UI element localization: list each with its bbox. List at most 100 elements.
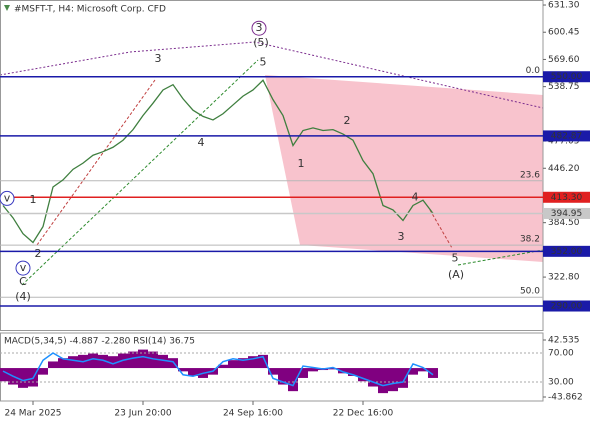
wave-label: 2 <box>344 114 351 127</box>
macd-bar <box>98 354 108 369</box>
y-tick-label: 384.50 <box>548 218 580 228</box>
macd-bar <box>18 368 28 388</box>
macd-bar <box>38 368 48 375</box>
y-tick-label: -43.862 <box>548 392 583 402</box>
wave-label: 2 <box>35 247 42 260</box>
macd-bar <box>168 358 178 369</box>
macd-bar <box>398 368 408 388</box>
fib-label: 50.0 <box>520 287 540 297</box>
x-tick-label: 22 Dec 16:00 <box>333 409 394 419</box>
rsi-line <box>2 352 434 387</box>
macd-bar <box>108 356 118 369</box>
wave-circle <box>15 260 31 276</box>
fib-label: 0.0 <box>526 66 541 76</box>
x-tick-label: 24 Sep 16:00 <box>223 409 283 419</box>
level-box <box>543 130 590 142</box>
y-tick-label: 631.30 <box>548 1 580 11</box>
price-line <box>2 79 434 244</box>
macd-bar <box>368 368 378 387</box>
wave-label: 3 <box>398 230 405 243</box>
macd-bar <box>128 351 138 369</box>
wave-label: (4) <box>15 290 31 303</box>
macd-bar <box>68 356 78 369</box>
wave-line <box>457 249 544 266</box>
y-tick-label: 477.05 <box>548 137 580 147</box>
macd-bar <box>408 368 418 375</box>
wave-line <box>429 209 453 249</box>
y-tick-label: 42.535 <box>548 335 580 345</box>
macd-bar <box>428 368 438 378</box>
macd-bar <box>148 351 158 369</box>
y-tick-label: 446.20 <box>548 164 580 174</box>
macd-bar <box>158 354 168 369</box>
macd-bar <box>308 368 318 372</box>
macd-bar <box>278 368 288 385</box>
macd-bar <box>238 358 248 369</box>
macd-bar <box>338 368 348 374</box>
macd-bar <box>88 353 98 369</box>
x-tick-label: 23 Jun 20:00 <box>114 409 171 419</box>
indicator-frame <box>0 332 544 402</box>
wave-label: C <box>19 275 27 288</box>
macd-bar <box>178 368 188 372</box>
y-tick-label: 569.60 <box>548 55 580 65</box>
level-label: 413.30 <box>551 193 583 203</box>
fib-label: 38.2 <box>520 235 540 245</box>
macd-bar <box>298 368 308 378</box>
macd-bar <box>138 349 148 369</box>
macd-bar <box>188 368 198 376</box>
macd-bar <box>348 368 358 376</box>
level-label: 394.95 <box>551 209 583 219</box>
level-box <box>543 300 590 312</box>
macd-bar <box>48 361 58 369</box>
wave-line <box>21 59 259 286</box>
y-tick-label: 600.45 <box>548 28 580 38</box>
wave-label: 3 <box>256 21 263 34</box>
macd-bar <box>258 354 268 369</box>
y2-tick-label: 70.00 <box>548 349 574 359</box>
macd-bar <box>58 358 68 369</box>
wave-label: 4 <box>198 136 205 149</box>
level-box <box>543 245 590 257</box>
level-box <box>543 207 590 219</box>
plot-frame <box>0 0 544 331</box>
level-label: 550.00 <box>551 72 583 82</box>
wave-label: 1 <box>30 193 37 206</box>
wave-label: 1 <box>298 157 305 170</box>
macd-bar <box>218 364 228 369</box>
projection-zone <box>265 75 543 262</box>
y2-tick-label: 30.00 <box>548 378 574 388</box>
wave-circle <box>0 190 15 206</box>
macd-bar <box>268 368 278 375</box>
wave-label: (A) <box>448 268 464 281</box>
macd-bar <box>358 368 368 382</box>
indicator-label: MACD(5,34,5) -4.887 -2.280 RSI(14) 36.75 <box>4 337 195 347</box>
macd-bar <box>228 360 238 369</box>
wave-label: 3 <box>155 52 162 65</box>
chart-title: #MSFT-T, H4: Microsoft Corp. CFD <box>14 5 166 15</box>
macd-bar <box>288 368 298 392</box>
fib-label: 23.6 <box>520 170 540 180</box>
macd-bar <box>328 368 338 370</box>
macd-bar <box>388 368 398 392</box>
wave-label: (5) <box>253 36 269 49</box>
wave-label: v <box>20 261 27 274</box>
wave-label: 5 <box>260 56 267 69</box>
macd-bar <box>248 356 258 369</box>
level-box <box>543 191 590 203</box>
y-tick-label: 322.80 <box>548 273 580 283</box>
macd-bar <box>418 368 428 372</box>
macd-bar <box>0 368 8 382</box>
x-tick-label: 24 Mar 2025 <box>4 409 61 419</box>
symbol-icon <box>4 5 10 11</box>
level-label: 482.87 <box>551 131 583 141</box>
wave-label: 5 <box>452 251 459 264</box>
y-tick-label: 538.75 <box>548 82 580 92</box>
wave-circle <box>251 20 267 36</box>
level-label: 290.00 <box>551 302 583 312</box>
wave-line <box>36 79 156 246</box>
level-label: 352.00 <box>551 247 583 257</box>
wave-label: v <box>4 191 11 204</box>
trend-line <box>0 41 544 109</box>
